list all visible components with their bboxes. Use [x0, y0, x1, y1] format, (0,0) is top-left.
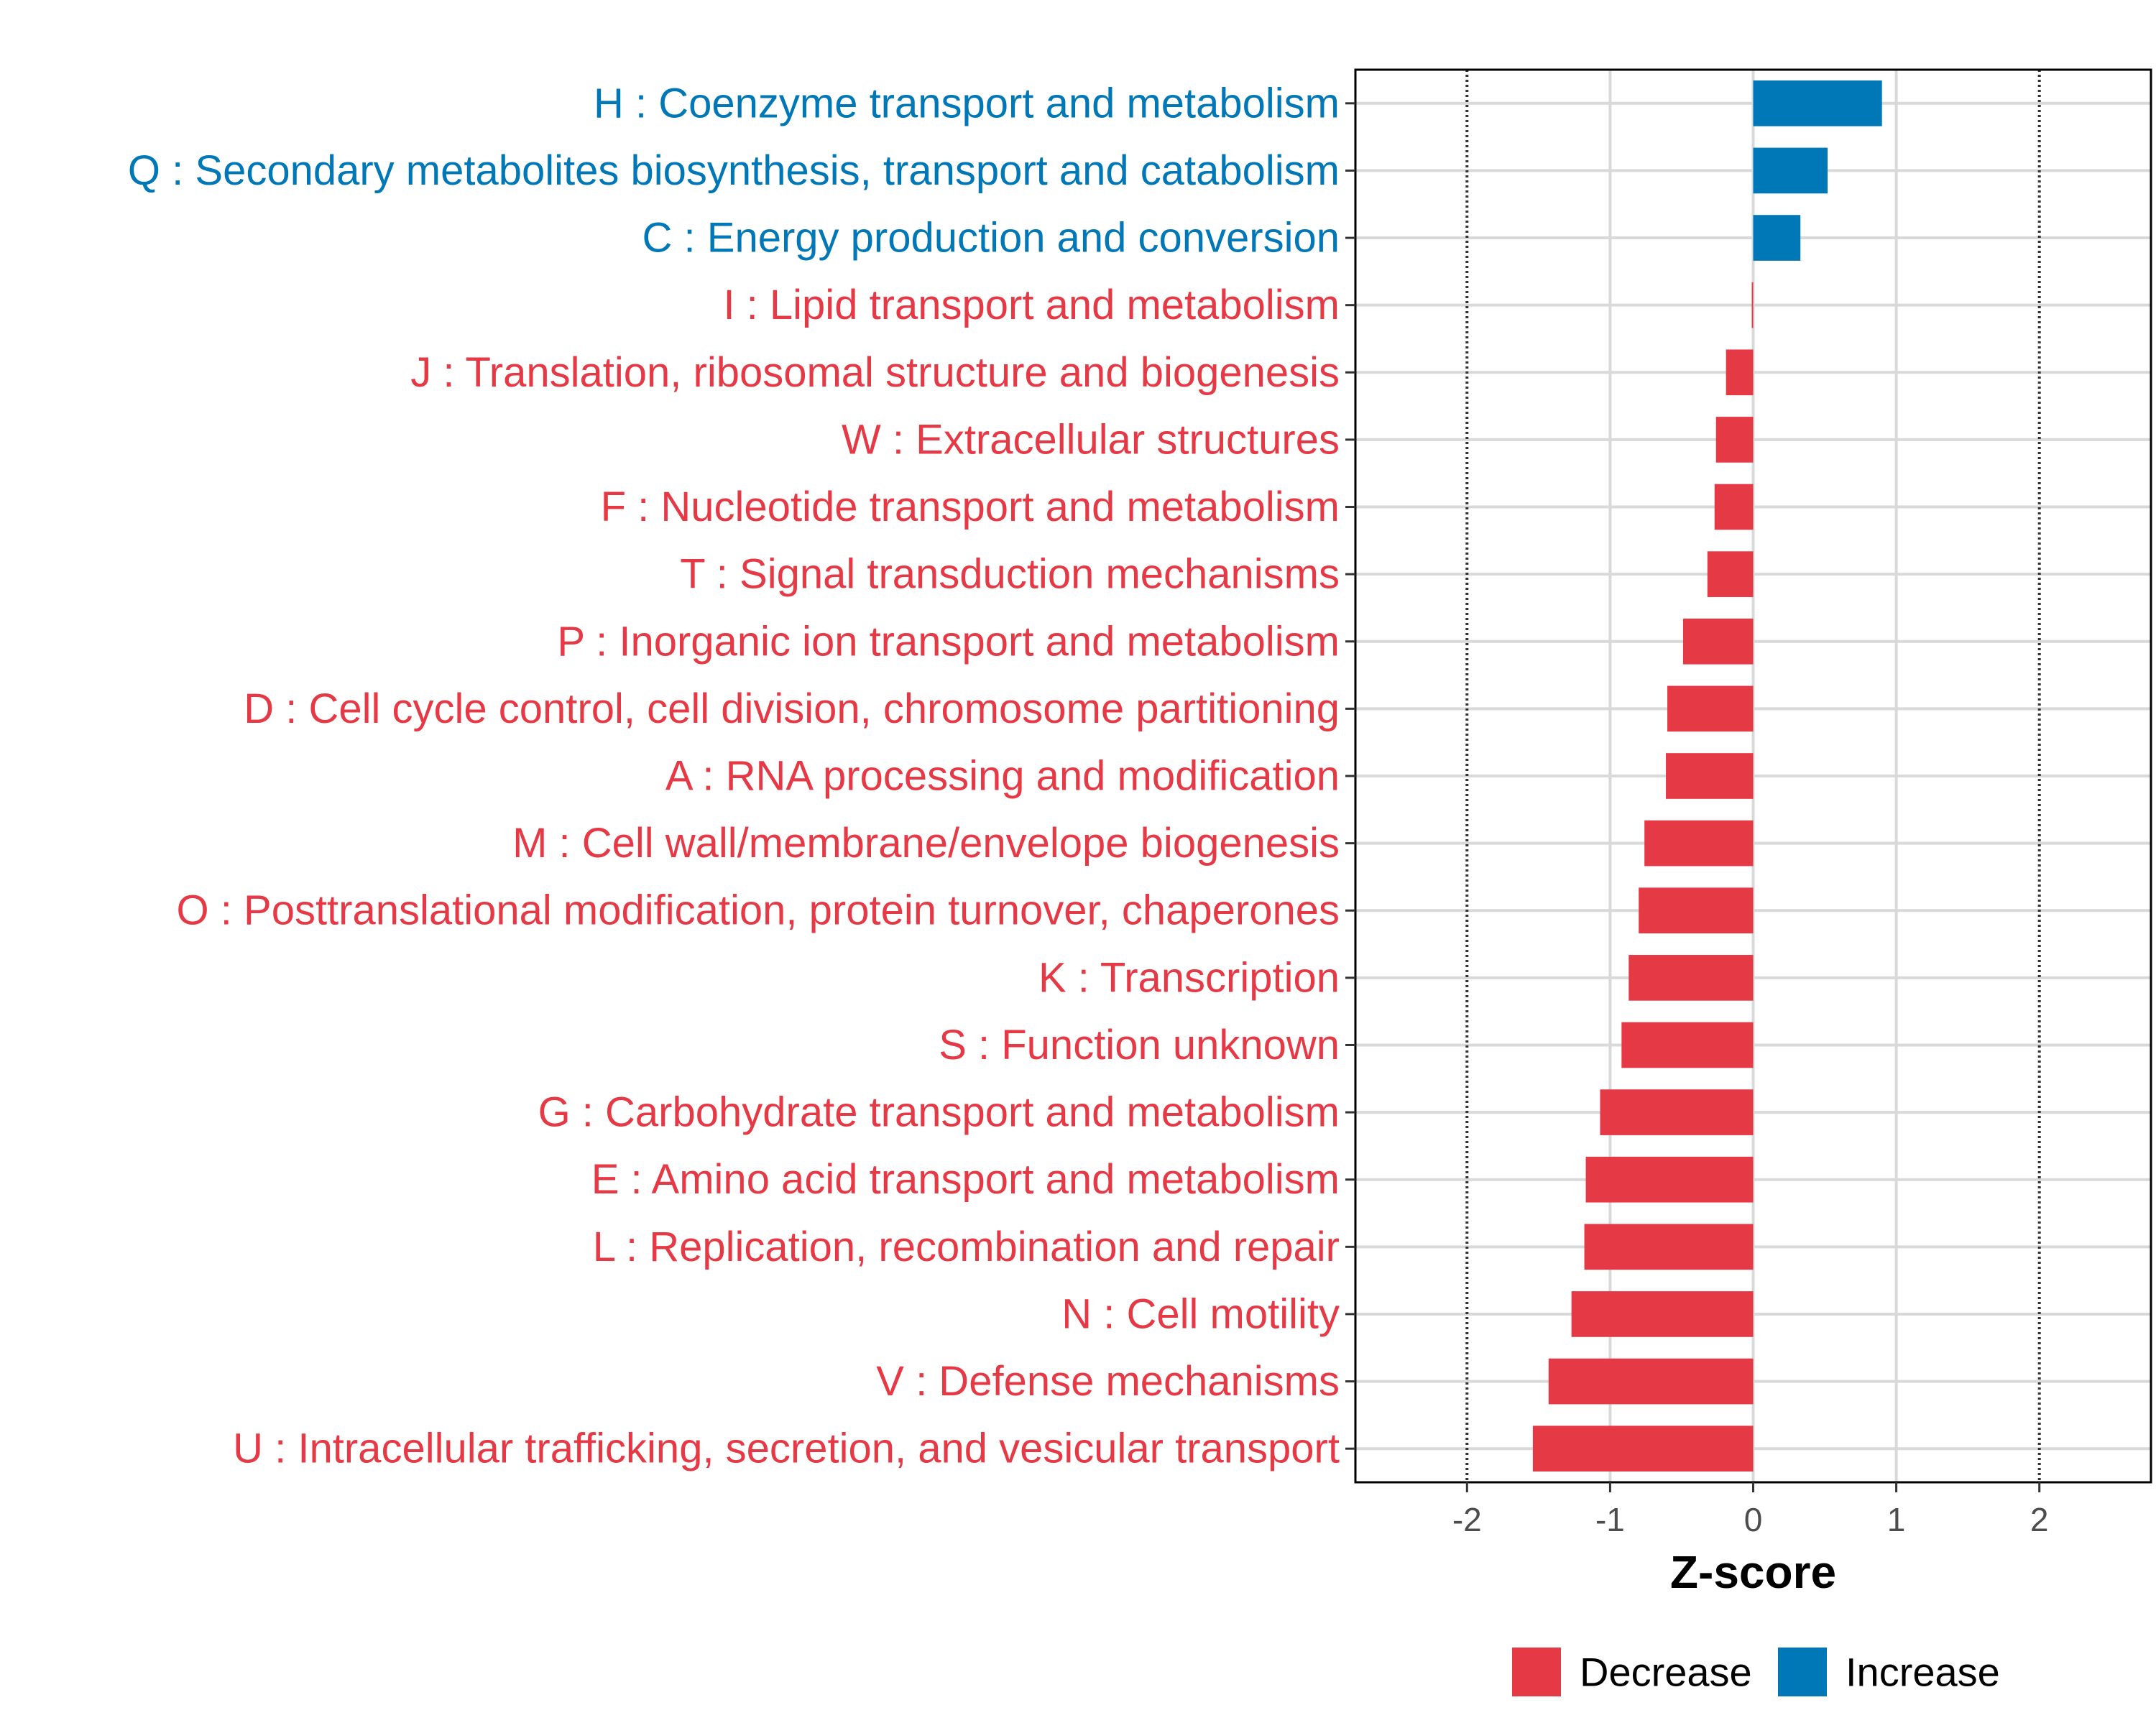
bar[interactable] [1753, 80, 1882, 126]
bar[interactable] [1715, 417, 1754, 463]
bars [1532, 80, 1882, 1472]
category-label: D : Cell cycle control, cell division, c… [244, 685, 1340, 732]
category-label: O : Posttranslational modification, prot… [177, 887, 1340, 934]
x-tick-label: 2 [2030, 1501, 2049, 1538]
bar[interactable] [1682, 618, 1754, 665]
category-label: V : Defense mechanisms [876, 1358, 1340, 1405]
bar[interactable] [1621, 1022, 1754, 1068]
category-label: G : Carbohydrate transport and metabolis… [538, 1089, 1340, 1136]
bar[interactable] [1753, 147, 1828, 194]
category-label: S : Function unknown [939, 1022, 1340, 1068]
x-axis-title: Z-score [1670, 1546, 1836, 1598]
x-axis-ticks: -2 -1 0 1 2 [1452, 1482, 2049, 1538]
bar[interactable] [1714, 484, 1754, 530]
x-tick-label: 1 [1887, 1501, 1906, 1538]
bar[interactable] [1600, 1089, 1754, 1135]
category-label: H : Coenzyme transport and metabolism [594, 80, 1340, 126]
category-label: W : Extracellular structures [842, 416, 1340, 463]
category-label: T : Signal transduction mechanisms [680, 551, 1340, 598]
bar[interactable] [1707, 551, 1754, 597]
category-label: Q : Secondary metabolites biosynthesis, … [128, 147, 1340, 194]
bar[interactable] [1666, 753, 1754, 799]
category-label: M : Cell wall/membrane/envelope biogenes… [512, 820, 1340, 867]
legend-key-increase[interactable] [1778, 1648, 1827, 1696]
x-tick-label: 0 [1744, 1501, 1763, 1538]
reference-lines [1465, 70, 2041, 1482]
bar[interactable] [1585, 1156, 1754, 1203]
category-label: C : Energy production and conversion [642, 215, 1340, 262]
category-label: I : Lipid transport and metabolism [723, 282, 1340, 328]
bar[interactable] [1548, 1358, 1754, 1405]
category-label: E : Amino acid transport and metabolism [591, 1156, 1340, 1203]
bar[interactable] [1532, 1426, 1754, 1472]
y-axis-ticks [1345, 102, 1355, 1450]
category-label: K : Transcription [1038, 954, 1340, 1001]
bar[interactable] [1753, 215, 1801, 261]
bar[interactable] [1571, 1291, 1754, 1337]
x-tick-label: -1 [1595, 1501, 1625, 1538]
category-labels: H : Coenzyme transport and metabolism Q :… [128, 80, 1340, 1471]
category-label: F : Nucleotide transport and metabolism [601, 484, 1340, 530]
legend-key-decrease[interactable] [1512, 1648, 1561, 1696]
category-label: J : Translation, ribosomal structure and… [410, 349, 1340, 396]
category-label: L : Replication, recombination and repai… [593, 1224, 1340, 1270]
category-label: U : Intracellular trafficking, secretion… [233, 1426, 1340, 1472]
category-label: N : Cell motility [1061, 1290, 1340, 1337]
bar[interactable] [1628, 955, 1754, 1001]
bar[interactable] [1644, 820, 1754, 867]
category-label: P : Inorganic ion transport and metaboli… [557, 618, 1340, 665]
bar[interactable] [1639, 887, 1754, 934]
bar[interactable] [1584, 1224, 1754, 1270]
bar[interactable] [1726, 349, 1754, 396]
x-tick-label: -2 [1452, 1501, 1482, 1538]
legend[interactable]: Decrease Increase [1512, 1648, 2000, 1696]
category-label: A : RNA processing and modification [665, 753, 1340, 800]
legend-label-decrease: Decrease [1580, 1650, 1752, 1695]
bar[interactable] [1751, 282, 1754, 328]
bar[interactable] [1667, 685, 1754, 732]
legend-label-increase: Increase [1846, 1650, 2000, 1695]
